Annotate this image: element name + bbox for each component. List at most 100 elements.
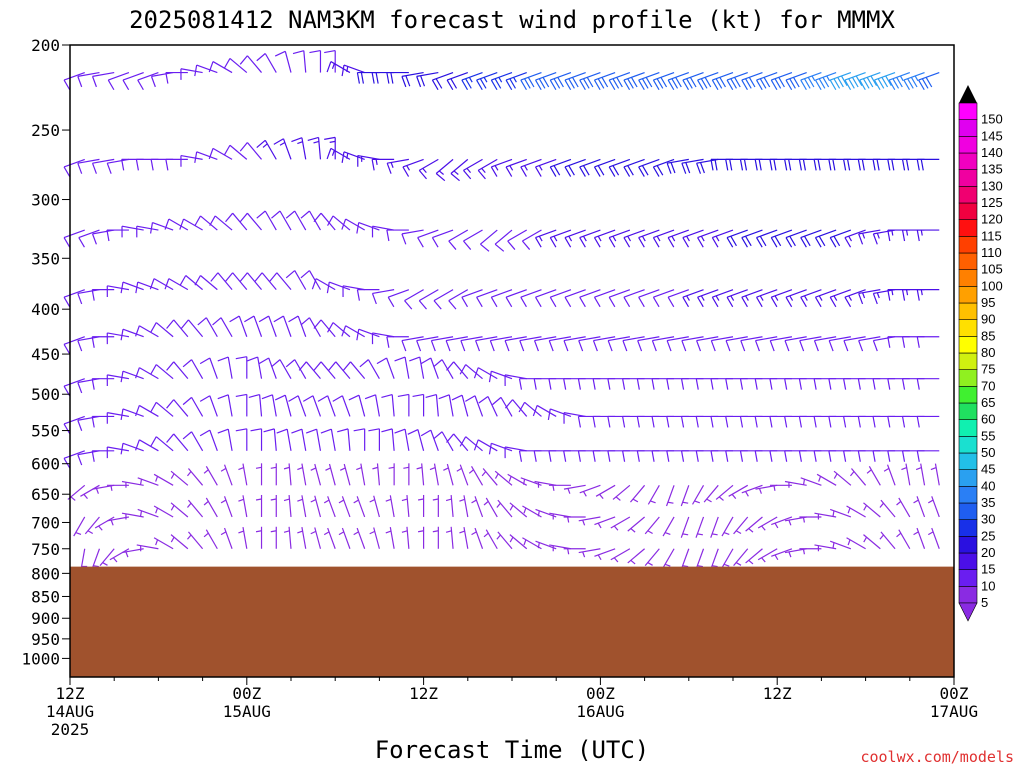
barb-staff: [136, 544, 159, 550]
barb-feather: [209, 215, 216, 226]
colorbar-swatch: [958, 586, 978, 604]
barb-feather: [505, 296, 513, 308]
barb-feather: [803, 78, 811, 89]
barb-feather: [490, 166, 498, 177]
barb-feather: [348, 394, 360, 401]
barb-half-feather: [847, 507, 851, 514]
barb-feather: [636, 416, 640, 428]
barb-staff: [859, 71, 881, 81]
wind-barb: [401, 495, 410, 518]
wind-barb: [180, 154, 203, 167]
barb-half-feather: [697, 533, 703, 536]
wind-barb: [623, 158, 645, 177]
wind-barb: [412, 393, 425, 417]
colorbar-tick-label: 45: [981, 462, 995, 477]
barb-feather: [918, 79, 925, 91]
barb-staff: [725, 336, 748, 342]
barb-staff: [507, 229, 528, 242]
wind-barb: [456, 464, 469, 486]
barb-feather: [784, 378, 788, 390]
barb-staff: [520, 71, 542, 81]
barb-staff: [301, 137, 307, 160]
barb-staff: [139, 325, 159, 338]
wind-barb: [63, 450, 85, 469]
barb-feather: [381, 393, 393, 399]
barb-feather: [887, 229, 891, 242]
barb-feather: [910, 77, 918, 88]
barb-staff: [512, 399, 528, 417]
wind-barb: [63, 71, 85, 91]
wind-barb: [666, 158, 689, 174]
barb-staff: [238, 315, 248, 337]
barb-staff: [264, 140, 277, 160]
barb-feather: [652, 166, 660, 177]
barb-staff: [463, 495, 469, 518]
barb-feather: [667, 79, 675, 91]
barb-half-feather: [466, 167, 472, 174]
wind-barb: [186, 531, 204, 550]
wind-barb: [695, 548, 705, 570]
barb-staff: [519, 336, 542, 342]
wind-barb: [247, 356, 263, 379]
barb-staff: [356, 496, 366, 518]
barb-feather: [686, 78, 693, 89]
barb-half-feather: [694, 500, 700, 504]
barb-half-feather: [774, 522, 779, 529]
barb-staff: [474, 496, 484, 518]
wind-barb: [385, 495, 395, 518]
barb-feather: [488, 371, 492, 383]
wind-barb: [858, 336, 881, 352]
barb-feather: [770, 296, 778, 308]
wind-barb: [476, 289, 498, 308]
barb-half-feather: [700, 235, 705, 242]
barb-staff: [475, 336, 498, 342]
barb-staff: [898, 529, 911, 550]
barb-half-feather: [731, 493, 737, 499]
wind-barb: [844, 71, 866, 91]
wind-barb: [203, 529, 218, 550]
barb-staff: [404, 356, 410, 379]
colorbar-tick-label: 85: [981, 328, 995, 343]
barb-staff: [610, 516, 631, 529]
barb-staff: [785, 71, 807, 81]
barb-staff: [814, 336, 837, 342]
wind-barb: [610, 548, 631, 563]
barb-feather: [579, 79, 586, 91]
wind-barb: [238, 495, 248, 518]
wind-barb: [647, 485, 660, 505]
barb-half-feather: [613, 557, 619, 563]
wind-barb: [521, 229, 542, 250]
barb-half-feather: [325, 467, 331, 471]
barb-staff: [490, 336, 513, 342]
barb-feather: [857, 450, 861, 462]
wind-barb: [505, 71, 527, 91]
barb-half-feather: [170, 536, 175, 543]
barb-feather: [63, 458, 71, 469]
barb-staff: [200, 275, 218, 291]
barb-half-feather: [788, 551, 792, 558]
barb-staff: [374, 394, 380, 417]
wind-barb: [725, 336, 748, 352]
barb-staff: [535, 289, 557, 298]
barb-staff: [549, 336, 572, 342]
barb-feather: [507, 240, 516, 250]
barb-feather: [494, 78, 502, 89]
barb-feather: [725, 340, 731, 352]
terrain: [70, 566, 954, 677]
barb-feather: [872, 340, 878, 352]
wind-barb: [229, 315, 248, 337]
y-axis: 2002503003504004505005506006507007508008…: [21, 36, 70, 668]
barb-feather: [660, 77, 668, 88]
barb-feather: [756, 237, 763, 248]
colorbar-swatch: [958, 419, 978, 437]
colorbar-swatch: [958, 286, 978, 304]
barb-feather: [901, 416, 906, 428]
wind-barb: [696, 336, 719, 352]
barb-staff: [92, 71, 115, 77]
barb-staff: [608, 158, 631, 168]
barb-feather: [518, 450, 523, 462]
wind-barb: [483, 497, 498, 518]
barb-staff: [209, 357, 218, 379]
y-tick-label: 650: [31, 485, 60, 504]
barb-feather: [887, 416, 891, 428]
